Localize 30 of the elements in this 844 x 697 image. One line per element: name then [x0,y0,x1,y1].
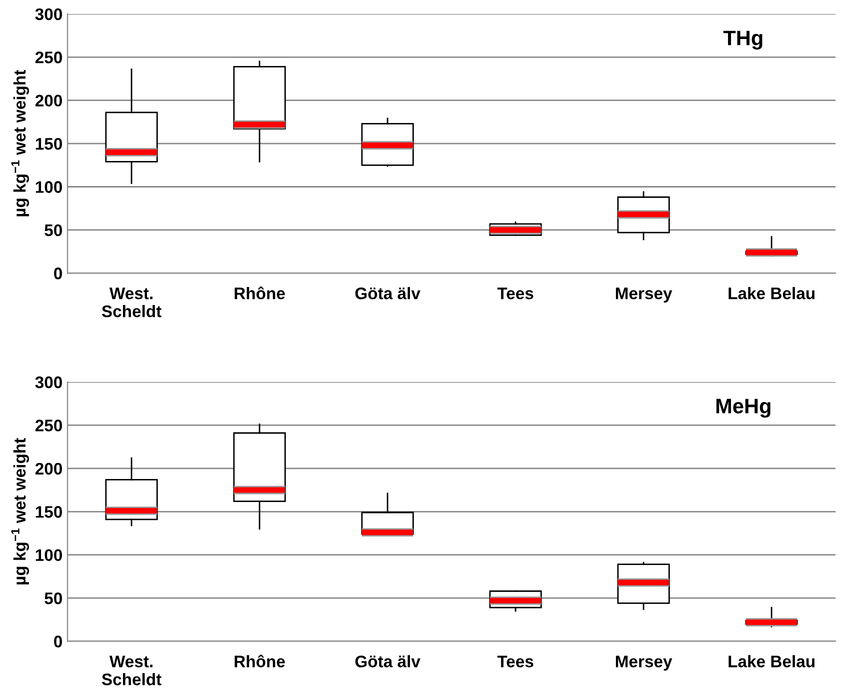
y-axis-title: µg kg$^{−1}$ wet weight [11,70,30,216]
annotation: THg [723,30,762,50]
x-tick-label: Mersey [616,288,672,303]
y-tick-label: 100 [36,181,62,193]
x-tick-label: West. Scheldt [102,288,162,318]
x-tick-label: Göta älv [355,287,420,300]
x-tick-label: Rhône [234,654,285,668]
x-tick-label: West. Scheldt [102,656,162,686]
y-tick-label: 250 [35,52,62,64]
x-tick-label: Göta älv [355,655,420,668]
y-tick-label: 100 [36,549,62,562]
y-tick-label: 250 [35,420,62,432]
y-tick-label: 0 [54,268,62,280]
annotation: MeHg [716,398,770,418]
y-tick-label: 50 [44,224,62,236]
y-tick-label: 200 [35,94,62,107]
y-tick-label: 0 [54,636,62,648]
y-tick-label: 300 [35,376,62,388]
x-tick-label: Rhône [234,286,285,300]
x-tick-label: Lake Belau [728,287,814,300]
y-tick-label: 200 [35,462,62,475]
y-tick-label: 300 [35,8,62,20]
y-tick-label: 150 [36,138,62,150]
x-tick-label: Tees [497,288,534,300]
y-tick-label: 150 [36,506,62,518]
y-axis-title: µg kg$^{−1}$ wet weight [11,438,30,584]
x-tick-label: Lake Belau [728,655,814,668]
x-tick-label: Mersey [616,656,672,671]
y-tick-label: 50 [44,592,62,604]
x-tick-label: Tees [497,656,534,668]
